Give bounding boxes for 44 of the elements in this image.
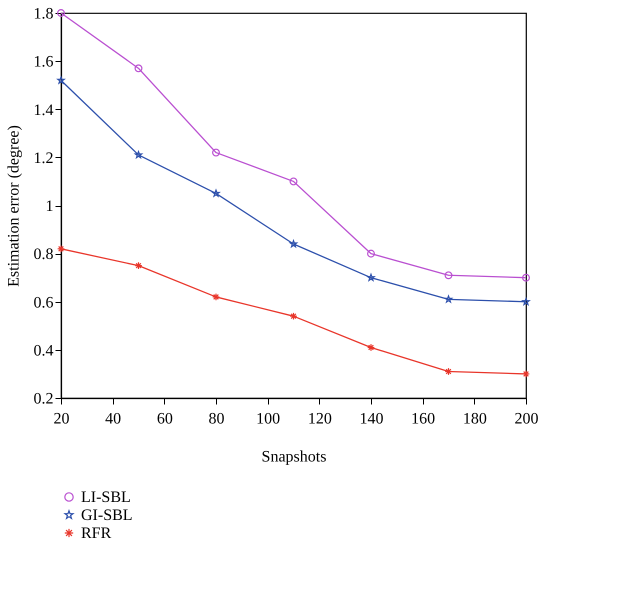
x-tick-label: 120 — [308, 410, 332, 428]
point — [212, 190, 220, 197]
y-tick-label: 0.6 — [34, 294, 54, 312]
point — [522, 298, 530, 306]
y-tick-label: 0.2 — [34, 390, 54, 408]
y-axis-title: Estimation error (degree) — [6, 125, 22, 287]
point — [367, 250, 375, 258]
x-tick-label: 40 — [105, 410, 122, 428]
x-tick-label: 200 — [514, 410, 538, 428]
point — [134, 262, 142, 270]
point — [212, 148, 220, 157]
x-tick-label: 60 — [156, 410, 173, 428]
point — [444, 295, 452, 303]
point — [522, 370, 530, 378]
y-tick-label: 1 — [46, 198, 54, 215]
x-tick-label: 20 — [54, 410, 70, 428]
point — [134, 64, 142, 72]
x-tick-label: 100 — [256, 410, 280, 428]
legend-label: GI-SBL — [81, 507, 133, 524]
point — [522, 274, 530, 282]
point — [444, 271, 452, 280]
point — [57, 244, 65, 253]
point — [444, 368, 452, 376]
y-tick-label: 1.6 — [34, 54, 54, 71]
point — [290, 312, 298, 320]
point — [134, 151, 142, 158]
y-tick-label: 0.4 — [34, 342, 54, 360]
y-tick-label: 1.4 — [34, 102, 54, 119]
point — [57, 76, 65, 84]
legend-label: RFR — [81, 525, 112, 542]
point — [290, 177, 298, 186]
point — [367, 344, 375, 352]
x-tick-label: 140 — [360, 410, 384, 428]
x-axis-title: Snapshots — [262, 448, 326, 466]
x-tick-label: 160 — [411, 410, 436, 428]
point — [212, 292, 220, 301]
legend-label: LI-SBL — [81, 489, 131, 506]
y-tick-label: 1.8 — [34, 6, 54, 22]
x-tick-label: 180 — [462, 410, 487, 428]
x-tick-label: 80 — [208, 410, 224, 428]
point — [290, 240, 298, 248]
point — [367, 274, 375, 282]
y-tick-label: 0.8 — [34, 246, 54, 264]
y-tick-label: 1.2 — [34, 150, 54, 167]
